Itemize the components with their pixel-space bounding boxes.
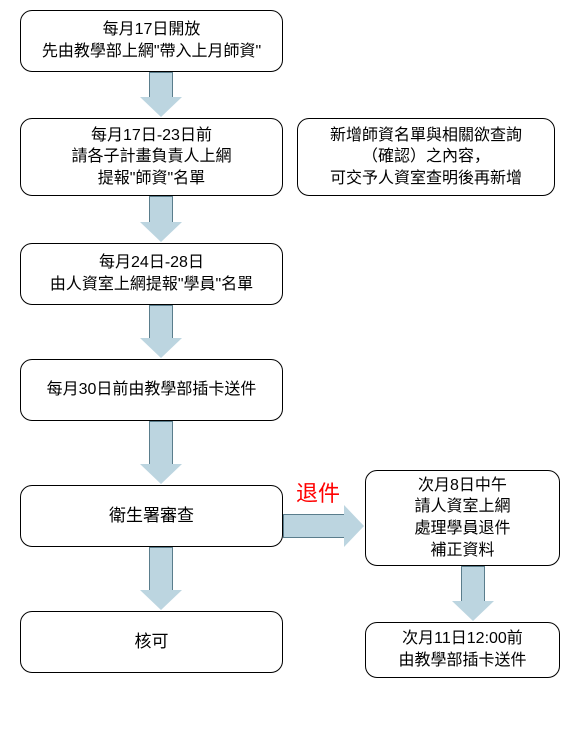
node-text: 每月24日-28日 由人資室上網提報"學員"名單 (50, 252, 253, 295)
arrow-a6 (283, 505, 364, 547)
node-text: 每月30日前由教學部插卡送件 (47, 379, 257, 401)
node-text: 次月8日中午 請人資室上網 處理學員退件 補正資料 (414, 475, 510, 561)
node-text: 每月17日開放 先由教學部上網"帶入上月師資" (42, 19, 261, 62)
arrow-a1 (140, 72, 182, 117)
reject-label: 退件 (296, 476, 340, 508)
node-text: 次月11日12:00前 由教學部插卡送件 (398, 628, 526, 671)
arrow-a3 (140, 305, 182, 358)
node-review: 衛生署審查 (20, 485, 283, 547)
arrow-a4 (140, 421, 182, 484)
node-resubmit: 次月11日12:00前 由教學部插卡送件 (365, 622, 560, 678)
node-side-note: 新增師資名單與相關欲查詢 （確認）之內容， 可交予人資室查明後再新增 (297, 118, 555, 196)
node-approved: 核可 (20, 611, 283, 673)
node-text: 衛生署審查 (109, 505, 194, 528)
node-step-4: 每月30日前由教學部插卡送件 (20, 359, 283, 421)
node-step-3: 每月24日-28日 由人資室上網提報"學員"名單 (20, 243, 283, 305)
node-step-1: 每月17日開放 先由教學部上網"帶入上月師資" (20, 10, 283, 72)
arrow-a5 (140, 547, 182, 610)
flowchart-canvas: { "meta": { "type": "flowchart", "backgr… (0, 0, 575, 746)
arrow-a2 (140, 196, 182, 242)
node-text: 核可 (135, 631, 169, 654)
node-text: 每月17日-23日前 請各子計畫負責人上網 提報"師資"名單 (71, 125, 231, 190)
node-reject-followup: 次月8日中午 請人資室上網 處理學員退件 補正資料 (365, 470, 560, 566)
node-text: 新增師資名單與相關欲查詢 （確認）之內容， 可交予人資室查明後再新增 (330, 125, 522, 190)
arrow-a7 (452, 566, 494, 621)
node-step-2: 每月17日-23日前 請各子計畫負責人上網 提報"師資"名單 (20, 118, 283, 196)
